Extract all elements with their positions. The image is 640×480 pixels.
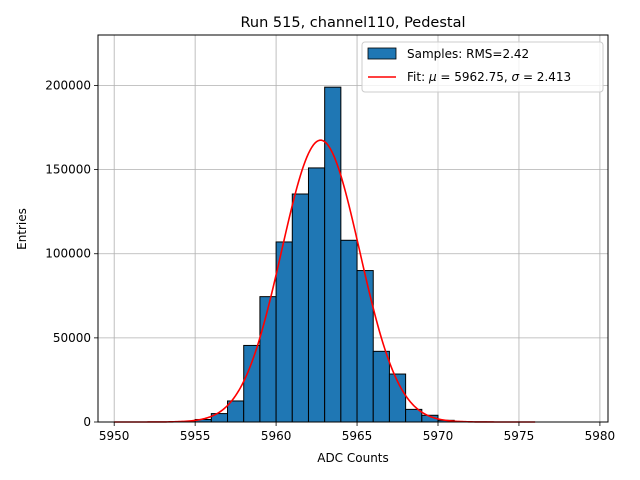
y-axis-label: Entries bbox=[15, 208, 29, 250]
histogram-bar bbox=[324, 86, 342, 423]
histogram-bar bbox=[356, 270, 374, 423]
x-axis-ticks: 5950 5955 5960 5965 5970 5975 5980 bbox=[99, 422, 615, 443]
legend-frame bbox=[361, 41, 604, 93]
histogram-bar bbox=[227, 400, 245, 423]
x-tick-label: 5975 bbox=[504, 429, 535, 443]
x-tick-label: 5965 bbox=[342, 429, 373, 443]
y-tick-label: 150000 bbox=[45, 163, 91, 177]
histogram-bar bbox=[243, 344, 261, 423]
legend-samples-label: Samples: RMS=2.42 bbox=[407, 47, 529, 61]
histogram-bar bbox=[275, 241, 293, 423]
legend-samples-swatch bbox=[367, 47, 397, 60]
histogram-bar bbox=[291, 193, 309, 423]
x-tick-label: 5950 bbox=[99, 429, 130, 443]
x-axis-label: ADC Counts bbox=[317, 451, 389, 465]
x-tick-label: 5980 bbox=[585, 429, 616, 443]
legend: Samples: RMS=2.42 Fit: μ = 5962.75, σ = … bbox=[361, 41, 604, 93]
histogram-bar bbox=[372, 350, 390, 423]
y-tick-label: 200000 bbox=[45, 78, 91, 92]
y-axis-ticks: 0 50000 100000 150000 200000 bbox=[45, 78, 98, 429]
plot-frame bbox=[97, 34, 609, 423]
legend-fit-label: Fit: μ = 5962.75, σ = 2.413 bbox=[407, 70, 571, 84]
x-tick-label: 5955 bbox=[180, 429, 211, 443]
x-tick-label: 5960 bbox=[261, 429, 292, 443]
y-tick-label: 50000 bbox=[53, 331, 91, 345]
histogram-bar bbox=[340, 239, 358, 423]
x-tick-label: 5970 bbox=[423, 429, 454, 443]
histogram-bar bbox=[259, 296, 277, 423]
y-tick-label: 0 bbox=[83, 415, 91, 429]
y-tick-label: 100000 bbox=[45, 247, 91, 261]
histogram-bar bbox=[307, 167, 326, 423]
chart-title: Run 515, channel110, Pedestal bbox=[240, 15, 465, 31]
